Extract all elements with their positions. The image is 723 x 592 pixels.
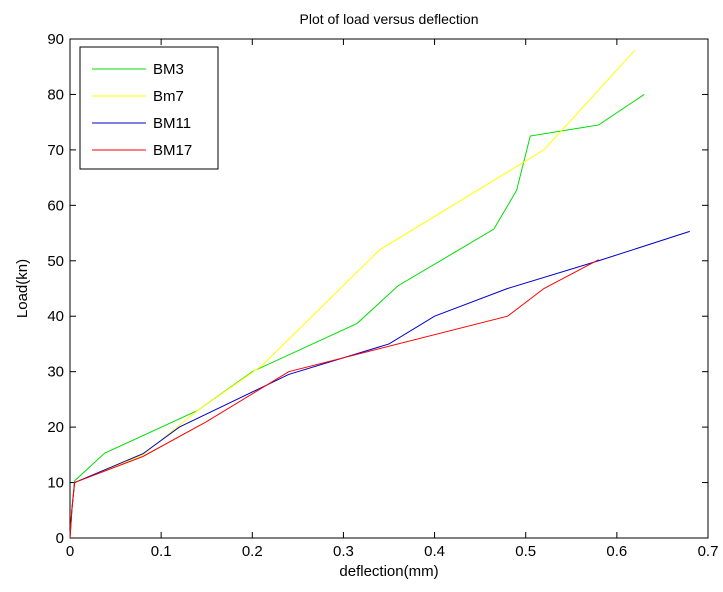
x-tick-label: 0.2 — [242, 543, 263, 560]
y-tick-label: 70 — [47, 142, 64, 159]
y-tick-label: 30 — [47, 364, 64, 381]
y-tick-label: 20 — [47, 419, 64, 436]
x-tick-label: 0.4 — [424, 543, 445, 560]
x-tick-label: 0.7 — [698, 543, 719, 560]
y-tick-label: 40 — [47, 308, 64, 325]
legend-label: BM17 — [153, 142, 192, 159]
x-axis-label: deflection(mm) — [339, 563, 438, 580]
series-line-bm3 — [69, 94, 645, 539]
legend-label: Bm7 — [153, 88, 184, 105]
y-axis-label: Load(kn) — [14, 259, 31, 318]
y-tick-label: 0 — [56, 530, 64, 547]
y-tick-label: 80 — [47, 86, 64, 103]
x-tick-label: 0.5 — [515, 543, 536, 560]
x-tick-label: 0 — [66, 543, 74, 560]
legend: BM3 Bm7 BM11 BM17 — [79, 46, 219, 170]
x-axis-ticks: 0 0.1 0.2 0.3 0.4 0.5 0.6 0.7 — [66, 39, 719, 560]
y-tick-label: 10 — [47, 475, 64, 492]
chart-title: Plot of load versus deflection — [300, 11, 479, 27]
x-tick-label: 0.1 — [151, 543, 172, 560]
y-tick-label: 60 — [47, 197, 64, 214]
legend-label: BM3 — [153, 61, 184, 78]
y-axis-ticks: 0 10 20 30 40 50 60 70 80 90 — [47, 31, 708, 547]
legend-label: BM11 — [153, 115, 191, 132]
x-tick-label: 0.3 — [333, 543, 354, 560]
series-line-bm17 — [69, 259, 599, 539]
y-tick-label: 90 — [47, 31, 64, 48]
y-tick-label: 50 — [47, 253, 64, 270]
legend-box — [79, 46, 219, 170]
series-layer — [69, 49, 690, 539]
x-tick-label: 0.6 — [606, 543, 627, 560]
